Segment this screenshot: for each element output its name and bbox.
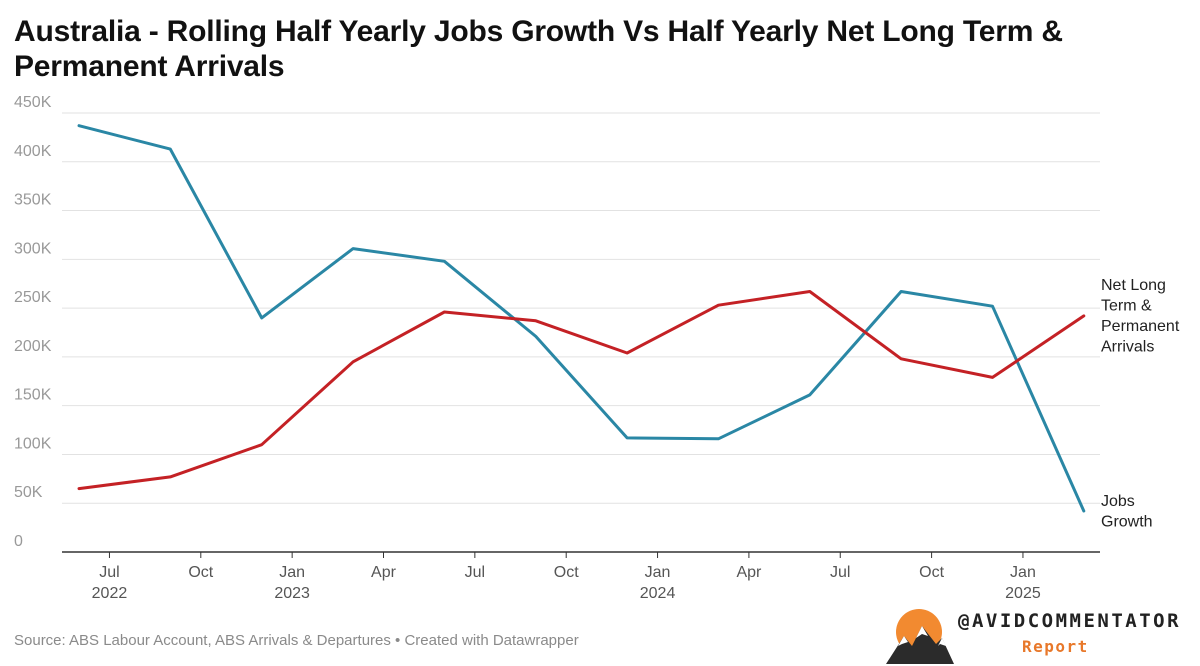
x-tick-label: Apr [371,564,397,581]
y-axis-labels: 0 50K 100K 150K 200K 250K 300K 350K 400K 450K [14,94,52,550]
series-label-net-long-term-permanent-arrivals: Permanent [1101,318,1180,335]
y-tick-label: 350K [14,192,52,209]
series-label-net-long-term-permanent-arrivals: Arrivals [1101,339,1154,356]
y-tick-label: 300K [14,240,52,257]
x-tick-year-label: 2024 [640,585,676,602]
source-note: Source: ABS Labour Account, ABS Arrivals… [14,632,579,649]
y-tick-label: 450K [14,94,52,111]
x-tick-label: Oct [554,564,579,581]
y-tick-label: 400K [14,143,52,160]
x-tick-label: Jan [1010,564,1036,581]
series-line-jobs-growth [77,124,1086,513]
x-tick-label: Jul [830,564,850,581]
x-tick-label: Jan [279,564,305,581]
y-tick-label: 150K [14,387,52,404]
y-tick-label: 50K [14,484,43,501]
gridlines [62,112,1100,504]
line-chart: 0 50K 100K 150K 200K 250K 300K 350K 400K 450K Jul… [14,94,1180,602]
y-tick-label: 250K [14,289,52,306]
y-tick-label: 0 [14,533,23,550]
x-tick-label: Jan [645,564,671,581]
series-lines [77,124,1086,513]
x-tick-label: Apr [736,564,762,581]
y-tick-label: 100K [14,435,52,452]
x-axis-labels: Jul 2022 Oct Jan 2023 Apr Jul Oct Jan 2024 Apr Jul O… [92,552,1041,602]
series-line-net-long-term-permanent-arrivals [77,290,1086,491]
x-tick-label: Oct [919,564,944,581]
x-tick-label: Oct [188,564,213,581]
brand-logo: @AVIDCOMMENTATOR Report [884,608,1196,664]
series-label-jobs-growth: Jobs [1101,493,1135,510]
brand-subtitle: Report [1022,637,1089,656]
mountain-sun-icon [886,609,954,664]
brand-handle: @AVIDCOMMENTATOR [958,610,1182,632]
y-tick-label: 200K [14,338,52,355]
series-label-jobs-growth: Growth [1101,513,1153,530]
series-label-net-long-term-permanent-arrivals: Net Long [1101,277,1166,294]
x-tick-label: Jul [99,564,119,581]
series-label-net-long-term-permanent-arrivals: Term & [1101,298,1152,315]
x-tick-label: Jul [465,564,485,581]
series-labels: Jobs Growth Net Long Term & Permanent Arrival… [1101,277,1180,530]
x-tick-year-label: 2022 [92,585,128,602]
x-tick-year-label: 2023 [274,585,310,602]
chart-title: Australia - Rolling Half Yearly Jobs Gro… [14,15,1063,83]
x-tick-year-label: 2025 [1005,585,1041,602]
